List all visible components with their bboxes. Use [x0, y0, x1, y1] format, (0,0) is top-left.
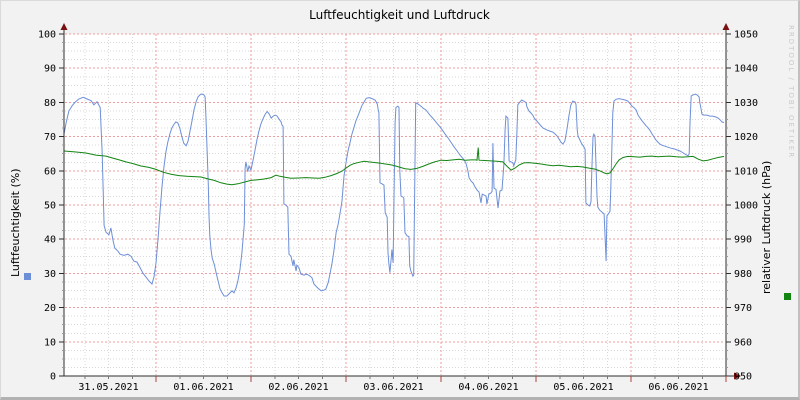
- left-axis-tick-label: 50: [44, 201, 56, 212]
- right-axis-tick-label: 970: [734, 303, 752, 314]
- x-axis-date-label: 31.05.2021: [78, 382, 138, 393]
- right-axis-tick-label: 1030: [734, 98, 758, 109]
- pressure-axis-label: relativer Luftdruck (hPa): [760, 160, 773, 294]
- right-axis-tick-label: 1010: [734, 166, 758, 177]
- humidity-line: [63, 93, 725, 297]
- right-axis-tick-label: 1050: [734, 30, 758, 41]
- right-axis-tick-label: 1040: [734, 64, 758, 75]
- x-axis-date-label: 05.06.2021: [553, 382, 613, 393]
- chart-title: Luftfeuchtigkeit und Luftdruck: [309, 8, 490, 22]
- x-axis-date-label: 04.06.2021: [458, 382, 518, 393]
- left-axis-tick-label: 0: [50, 372, 56, 383]
- left-axis-arrow: [60, 23, 68, 30]
- x-axis-date-label: 01.06.2021: [173, 382, 233, 393]
- right-axis-tick-label: 990: [734, 235, 752, 246]
- right-axis-tick-label: 1000: [734, 201, 758, 212]
- left-axis-tick-label: 10: [44, 337, 56, 348]
- x-axis-arrow: [734, 372, 741, 380]
- right-axis-tick-label: 960: [734, 337, 752, 348]
- left-axis-tick-label: 20: [44, 303, 56, 314]
- left-axis-tick-label: 60: [44, 166, 56, 177]
- left-axis-tick-label: 40: [44, 235, 56, 246]
- right-axis-tick-label: 980: [734, 269, 752, 280]
- x-axis-date-label: 02.06.2021: [268, 382, 328, 393]
- left-axis-tick-label: 30: [44, 269, 56, 280]
- watermark-text: RRDTOOL / TOBI OETIKER: [787, 25, 795, 160]
- pressure-legend-swatch: [784, 293, 791, 300]
- left-axis-tick-label: 80: [44, 98, 56, 109]
- humidity-legend-swatch: [24, 273, 31, 280]
- left-axis-tick-label: 100: [38, 30, 56, 41]
- right-axis-tick-label: 1020: [734, 132, 758, 143]
- right-axis-arrow: [722, 23, 730, 30]
- x-axis-date-label: 03.06.2021: [363, 382, 423, 393]
- left-axis-tick-label: 90: [44, 64, 56, 75]
- humidity-axis-label: Luftfeuchtigkeit (%): [9, 168, 22, 277]
- right-axis-tick-label: 950: [734, 372, 752, 383]
- pressure-line: [64, 147, 725, 186]
- left-axis-tick-label: 70: [44, 132, 56, 143]
- x-axis-date-label: 06.06.2021: [648, 382, 708, 393]
